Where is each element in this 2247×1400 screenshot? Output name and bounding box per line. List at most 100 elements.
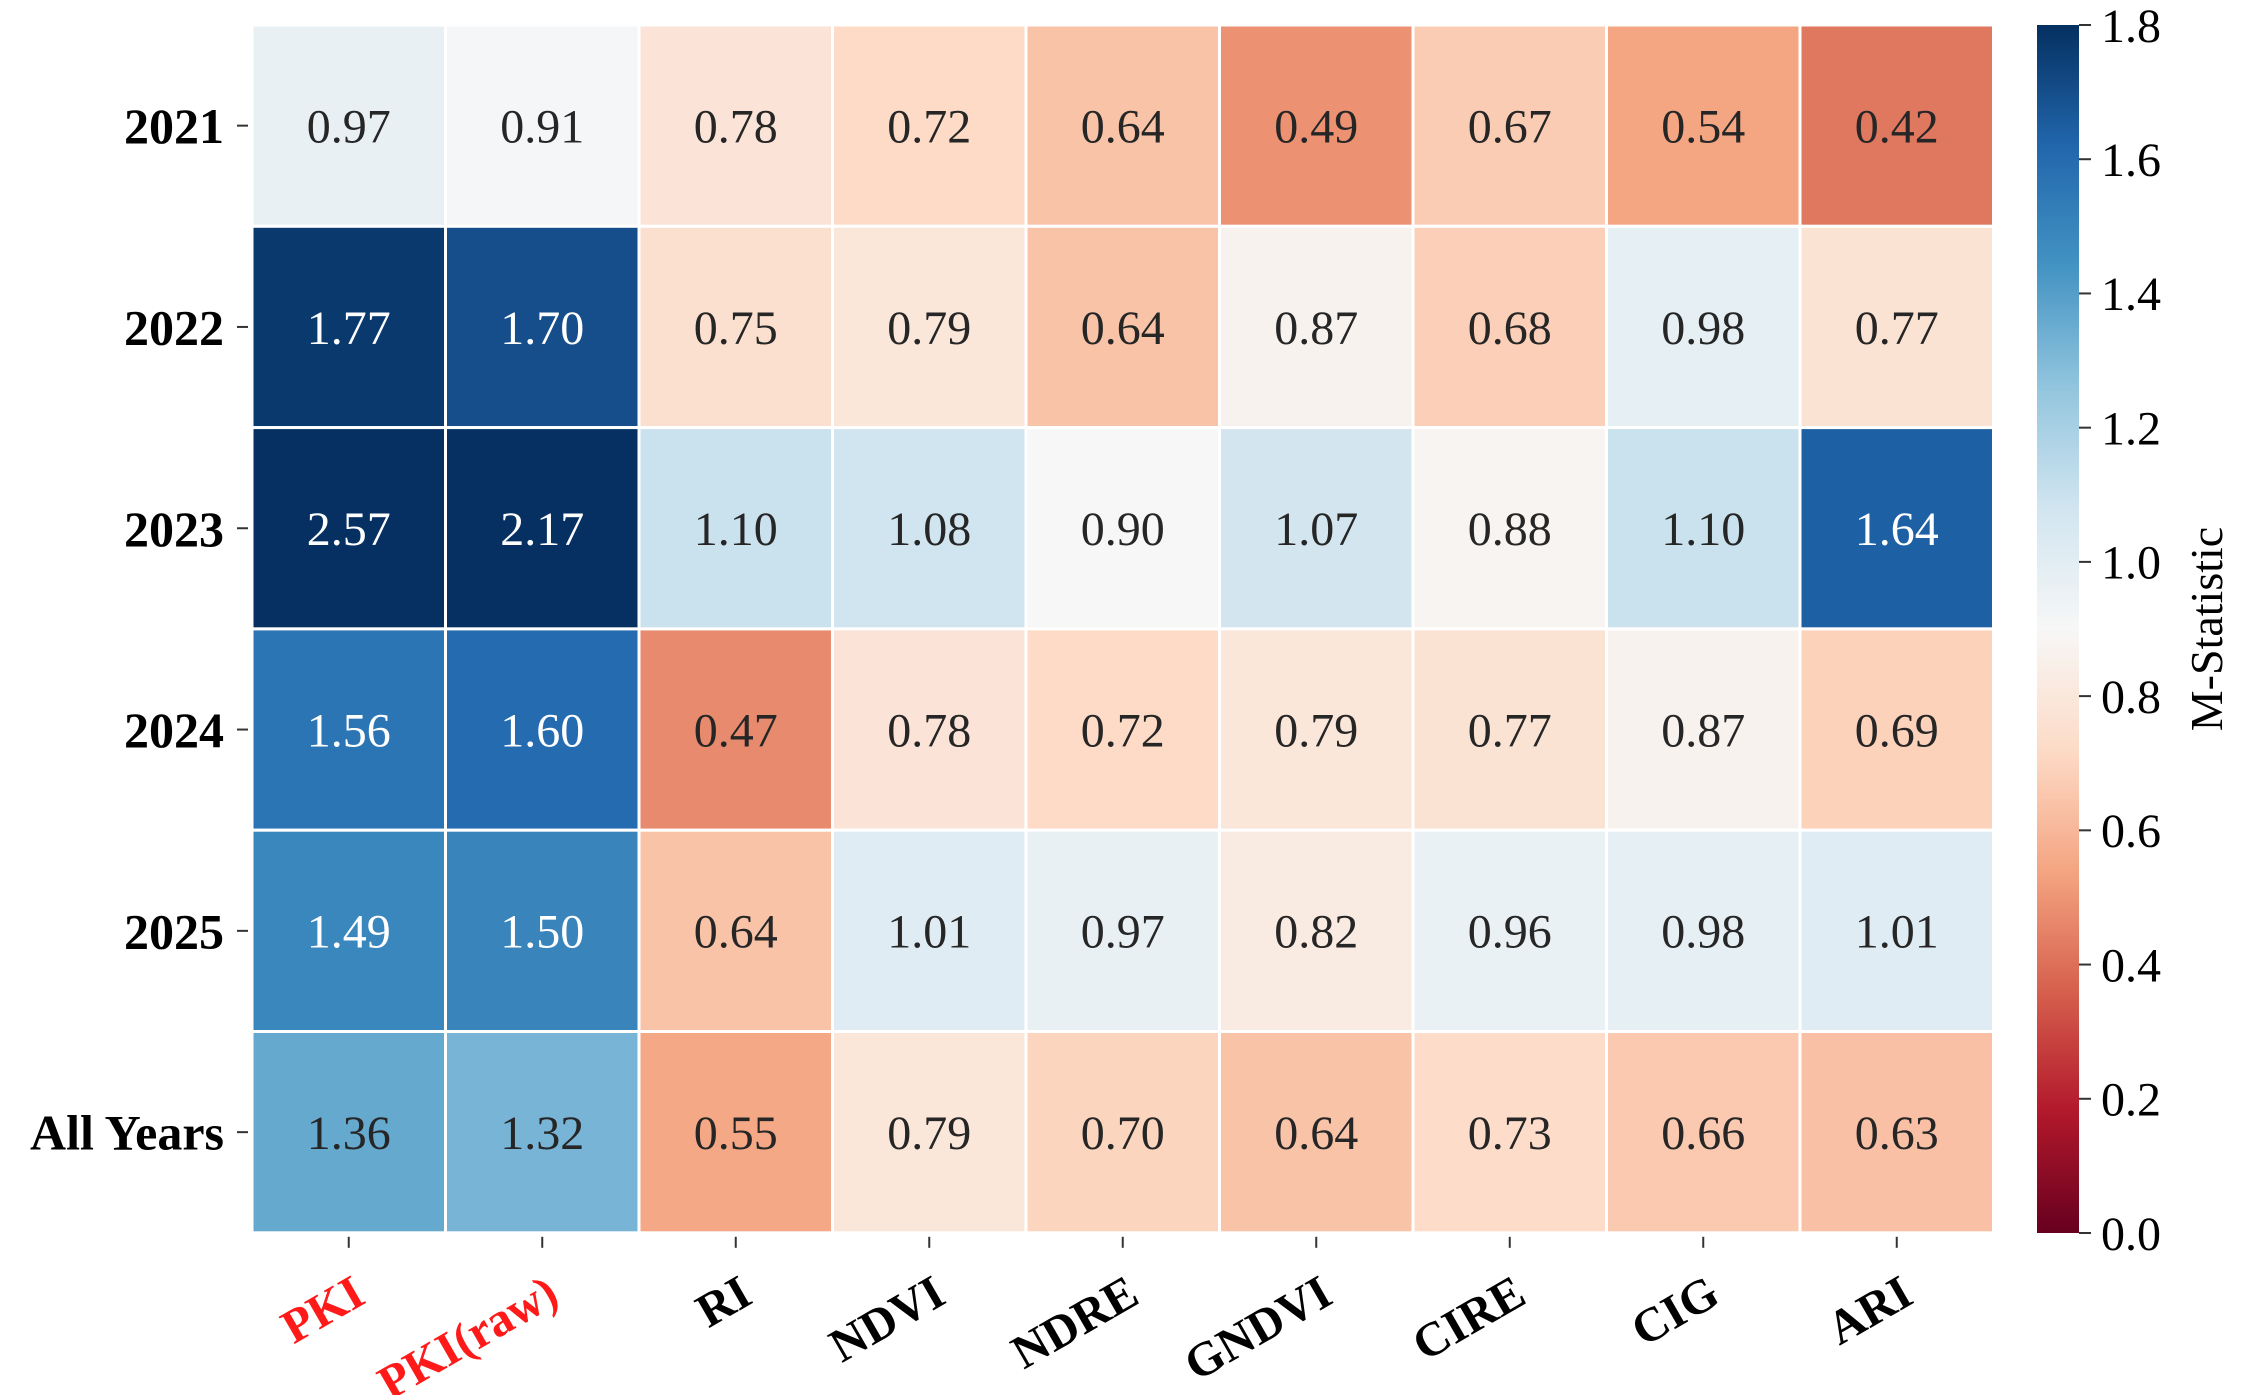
heatmap-cell: [1024, 224, 1221, 430]
cell-value-label: 0.87: [1661, 704, 1745, 757]
heatmap-cell: [1798, 828, 1995, 1034]
cell-value-label: 0.64: [1081, 302, 1165, 355]
cell-value-label: 0.70: [1081, 1107, 1165, 1160]
cell-value-label: 1.49: [307, 906, 391, 959]
heatmap-cells: 0.97 0.91 0.78 0.72 0.64 0.49 0.67 0.54 0.42 1.77…: [250, 23, 1995, 1235]
cell-value-label: 0.49: [1274, 100, 1358, 153]
heatmap-cell: [637, 426, 834, 631]
heatmap-cell: [444, 426, 641, 631]
row-label: 2022: [124, 299, 224, 355]
colorbar-gradient: [2037, 25, 2079, 1233]
colorbar-label: M-Statistic: [2181, 527, 2232, 731]
cell-value-label: 1.60: [500, 704, 584, 757]
column-label: NDRE: [1003, 1266, 1147, 1380]
column-label: GNDVI: [1175, 1266, 1340, 1392]
heatmap-cell: [1411, 426, 1608, 631]
cell-value-label: 1.10: [1661, 503, 1745, 556]
cell-value-label: 0.47: [694, 704, 778, 757]
cell-value-label: 2.17: [500, 503, 584, 556]
heatmap-cell: [1798, 224, 1995, 430]
cell-value-label: 0.64: [1274, 1107, 1358, 1160]
heatmap-cell: [1411, 224, 1608, 430]
cell-value-label: 1.56: [307, 704, 391, 757]
cell-value-label: 0.91: [500, 100, 584, 153]
cell-value-label: 1.10: [694, 503, 778, 556]
heatmap-cell: [831, 828, 1028, 1034]
colorbar-tick-label: 0.0: [2101, 1208, 2161, 1261]
heatmap-cell: [831, 1030, 1028, 1235]
cell-value-label: 0.73: [1468, 1107, 1552, 1160]
colorbar-tick-label: 0.4: [2101, 939, 2161, 992]
row-label: 2023: [124, 501, 224, 557]
cell-value-label: 0.87: [1274, 302, 1358, 355]
cell-value-label: 0.79: [1274, 704, 1358, 757]
cell-value-label: 0.79: [887, 302, 971, 355]
cell-value-label: 0.90: [1081, 503, 1165, 556]
column-label: PKI: [273, 1266, 373, 1355]
colorbar-tick-label: 1.8: [2101, 0, 2161, 53]
heatmap-cell: [1798, 426, 1995, 631]
cell-value-label: 0.77: [1468, 704, 1552, 757]
column-label: PKI(raw): [369, 1266, 566, 1395]
cell-value-label: 0.64: [1081, 100, 1165, 153]
heatmap-cell: [1798, 1030, 1995, 1235]
colorbar-tick-label: 1.0: [2101, 537, 2161, 590]
heatmap-cell: [1605, 23, 1802, 228]
heatmap-cell: [1024, 1030, 1221, 1235]
heatmap-cell: [1218, 23, 1415, 228]
heatmap-cell: [444, 828, 641, 1034]
heatmap-cell: [1218, 828, 1415, 1034]
cell-value-label: 1.64: [1855, 503, 1939, 556]
cell-value-label: 0.66: [1661, 1107, 1745, 1160]
cell-value-label: 0.79: [887, 1107, 971, 1160]
cell-value-label: 0.78: [694, 100, 778, 153]
cell-value-label: 1.50: [500, 906, 584, 959]
cell-value-label: 0.72: [887, 100, 971, 153]
cell-value-label: 1.07: [1274, 503, 1358, 556]
heatmap-cell: [637, 828, 834, 1034]
cell-value-label: 0.97: [1081, 906, 1165, 959]
heatmap-cell: [1411, 828, 1608, 1034]
heatmap-cell: [1605, 1030, 1802, 1235]
column-label: CIRE: [1404, 1266, 1534, 1372]
heatmap-cell: [831, 627, 1028, 832]
cell-value-label: 0.72: [1081, 704, 1165, 757]
heatmap-cell: [637, 224, 834, 430]
heatmap-cell: [444, 627, 641, 832]
heatmap-cell: [637, 23, 834, 228]
row-labels: 2021 2022 2023 2024 2025 All Years: [30, 98, 248, 1161]
heatmap-cell: [444, 1030, 641, 1235]
cell-value-label: 0.54: [1661, 100, 1745, 153]
heatmap-cell: [250, 426, 447, 631]
colorbar: 0.0 0.2 0.4 0.6 0.8 1.0 1.2 1.4 1.6 1.8: [2037, 0, 2161, 1261]
colorbar-tick-label: 0.8: [2101, 671, 2161, 724]
row-label: 2021: [124, 98, 224, 154]
column-label: ARI: [1818, 1266, 1921, 1356]
row-label: All Years: [30, 1105, 224, 1161]
cell-value-label: 1.01: [1855, 906, 1939, 959]
cell-value-label: 0.68: [1468, 302, 1552, 355]
cell-value-label: 0.98: [1661, 906, 1745, 959]
heatmap-cell: [637, 1030, 834, 1235]
cell-value-label: 0.55: [694, 1107, 778, 1160]
cell-value-label: 1.01: [887, 906, 971, 959]
heatmap-cell: [444, 23, 641, 228]
heatmap-cell: [1218, 1030, 1415, 1235]
heatmap-cell: [1798, 627, 1995, 832]
colorbar-tick-label: 1.4: [2101, 268, 2161, 321]
heatmap-cell: [250, 23, 447, 228]
heatmap-cell: [1605, 224, 1802, 430]
column-label: NDVI: [821, 1266, 954, 1373]
row-label: 2024: [124, 702, 224, 758]
cell-value-label: 0.42: [1855, 100, 1939, 153]
heatmap-cell: [831, 426, 1028, 631]
cell-value-label: 0.98: [1661, 302, 1745, 355]
heatmap-cell: [1024, 426, 1221, 631]
heatmap-cell: [250, 828, 447, 1034]
heatmap-cell: [831, 23, 1028, 228]
cell-value-label: 0.75: [694, 302, 778, 355]
cell-value-label: 0.78: [887, 704, 971, 757]
heatmap-cell: [250, 627, 447, 832]
